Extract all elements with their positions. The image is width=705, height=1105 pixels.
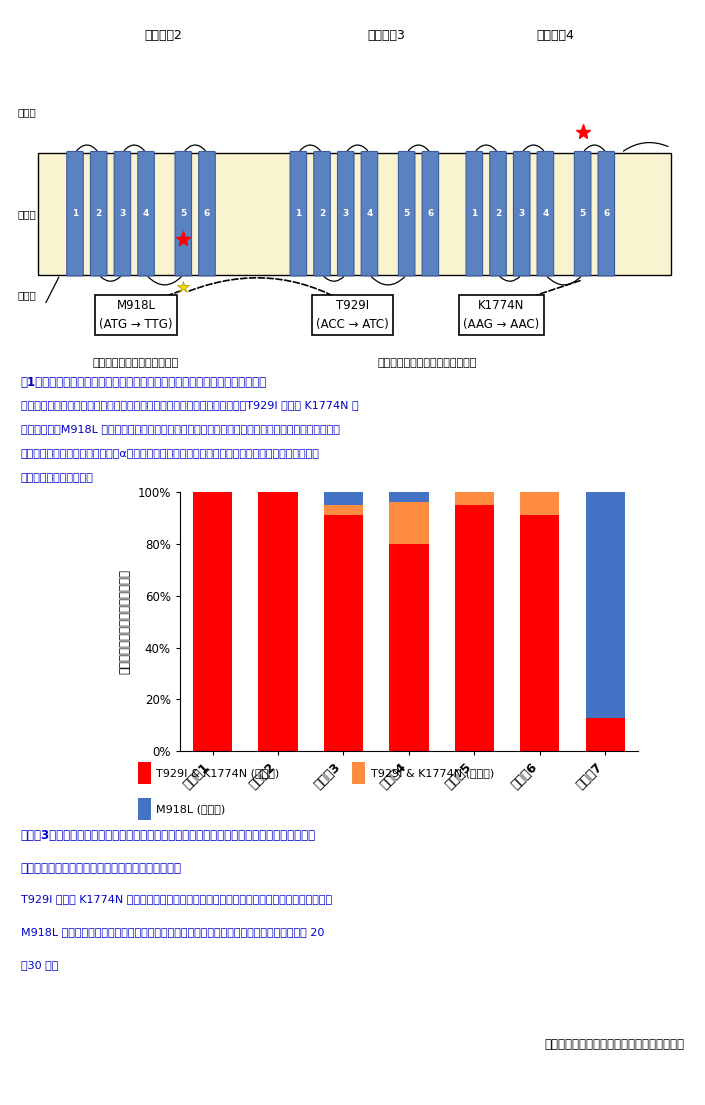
FancyBboxPatch shape [537,151,553,276]
FancyBboxPatch shape [598,151,615,276]
Text: K1774N
(AAG → AAC): K1774N (AAG → AAC) [463,298,539,330]
Text: 本研究で解析している抵抗性個体群は図のいずれかのアミノ酸変異をもち、T929I 変異と K1774N 変: 本研究で解析している抵抗性個体群は図のいずれかのアミノ酸変異をもち、T929I … [21,400,359,410]
Text: 1: 1 [471,209,477,218]
Bar [389,544,429,751]
Text: 細胞内: 細胞内 [18,290,36,301]
Text: 5: 5 [580,209,586,218]
FancyBboxPatch shape [314,151,331,276]
Y-axis label: 各アミノ酸変異をもつ個体の割合: 各アミノ酸変異をもつ個体の割合 [119,569,132,674]
Text: 図1　ナトリウムチャネルにおけるピレスロイド剤抵抗性系統のアミノ酸変異: 図1 ナトリウムチャネルにおけるピレスロイド剤抵抗性系統のアミノ酸変異 [21,376,267,389]
FancyBboxPatch shape [290,151,307,276]
Bar [352,762,365,783]
Text: ドメイン3: ドメイン3 [367,30,405,42]
Text: 図２　3道府県における野外のピレスロイド剤抵抗性ネギアザミウマ７個体群におけるナトリ: 図２ 3道府県における野外のピレスロイド剤抵抗性ネギアザミウマ７個体群におけるナ… [21,829,316,842]
FancyBboxPatch shape [90,151,107,276]
FancyBboxPatch shape [398,151,415,276]
Bar [38,152,670,275]
Text: 引き起こされる。青円柱：膜貫通αヘリックス（ナトリウムチャネルを構成する４つのドメインにそ: 引き起こされる。青円柱：膜貫通αヘリックス（ナトリウムチャネルを構成する４つのド… [21,449,320,459]
Bar [586,492,625,717]
Text: M918L (産雌型): M918L (産雌型) [157,803,226,814]
Text: 3: 3 [119,209,125,218]
Text: 細胞膜: 細胞膜 [18,209,36,219]
Text: 2: 2 [495,209,501,218]
Bar [389,492,429,502]
Text: 6: 6 [204,209,210,218]
Text: 異はペアで、M918L 変異は単体で発見される。いずれのアミノ酸変異も下線部の一塩基の置換により: 異はペアで、M918L 変異は単体で発見される。いずれのアミノ酸変異も下線部の一… [21,424,340,434]
Text: M918L 変異は産雌単為生殖型のみで確認されている。各個体群の解析個体数（雌成虫）は 20: M918L 変異は産雌単為生殖型のみで確認されている。各個体群の解析個体数（雌成… [21,927,324,937]
Text: T929I 変異と K1774N 変異をもつ個体は産雄単為生殖型と産雌単為生殖型を区別している。: T929I 変異と K1774N 変異をもつ個体は産雄単為生殖型と産雌単為生殖型… [21,894,332,904]
Text: 5: 5 [180,209,186,218]
Text: 1: 1 [72,209,78,218]
FancyBboxPatch shape [361,151,378,276]
Bar [455,492,494,505]
Text: 5: 5 [403,209,410,218]
Bar [324,515,363,751]
Text: 単体で存在するアミノ酸変異: 単体で存在するアミノ酸変異 [93,358,179,368]
Bar [137,798,151,820]
Bar [137,762,151,783]
Text: 6: 6 [427,209,434,218]
Text: 細胞外: 細胞外 [18,107,36,117]
Text: ドメイン2: ドメイン2 [144,30,182,42]
Text: 〜30 頭。: 〜30 頭。 [21,960,59,970]
Text: ドメイン4: ドメイン4 [537,30,575,42]
Bar [324,492,363,505]
Bar [586,717,625,751]
FancyBboxPatch shape [114,151,130,276]
Text: 1: 1 [295,209,302,218]
Text: 3: 3 [519,209,525,218]
Text: れぞれ６つ存在する）。: れぞれ６つ存在する）。 [21,473,94,483]
Text: 2: 2 [319,209,325,218]
FancyBboxPatch shape [466,151,483,276]
FancyBboxPatch shape [490,151,506,276]
Bar [455,505,494,751]
Text: 4: 4 [366,209,373,218]
Text: 2: 2 [96,209,102,218]
Bar [389,502,429,544]
Bar [193,492,232,751]
Text: T929I & K1774N (産雄型): T929I & K1774N (産雄型) [157,768,280,778]
FancyBboxPatch shape [513,151,530,276]
FancyBboxPatch shape [575,151,591,276]
FancyBboxPatch shape [199,151,215,276]
FancyBboxPatch shape [338,151,354,276]
Bar [258,492,298,751]
Text: 6: 6 [603,209,609,218]
Text: 4: 4 [542,209,548,218]
Text: ウムチャネルの各アミノ酸変異をもつ個体の割合。: ウムチャネルの各アミノ酸変異をもつ個体の割合。 [21,862,182,874]
FancyBboxPatch shape [137,151,154,276]
Text: T929I
(ACC → ATC): T929I (ACC → ATC) [316,298,389,330]
Text: ペアとして存在するアミノ酸変異: ペアとして存在するアミノ酸変異 [377,358,477,368]
Text: 3: 3 [343,209,349,218]
FancyBboxPatch shape [422,151,439,276]
Text: T929I & K1774N (産雌型): T929I & K1774N (産雌型) [371,768,494,778]
Bar [324,505,363,515]
Text: 4: 4 [143,209,149,218]
Text: M918L
(ATG → TTG): M918L (ATG → TTG) [99,298,173,330]
FancyBboxPatch shape [67,151,83,276]
Bar [520,492,560,515]
Text: （上樂明也、桑崎誠剛、飯田博之、太田泉）: （上樂明也、桑崎誠剛、飯田博之、太田泉） [544,1038,684,1051]
FancyBboxPatch shape [175,151,192,276]
Bar [520,515,560,751]
